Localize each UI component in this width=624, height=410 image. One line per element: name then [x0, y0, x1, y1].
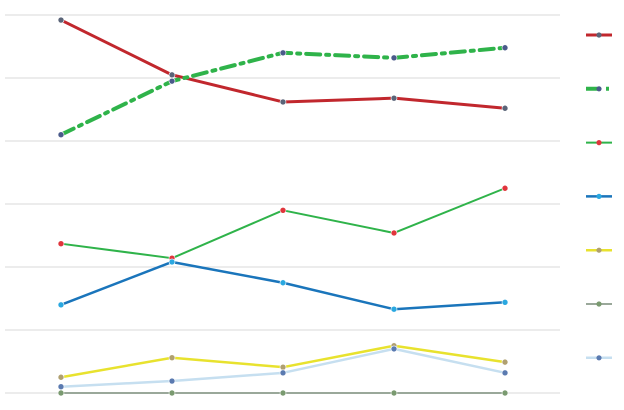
- series-line: [59, 45, 507, 137]
- data-point: [390, 389, 398, 397]
- data-point: [57, 240, 65, 247]
- data-point: [390, 345, 398, 353]
- data-point: [501, 389, 509, 397]
- data-point: [501, 369, 509, 377]
- data-point: [279, 279, 287, 287]
- data-point: [390, 54, 398, 62]
- data-point: [57, 389, 65, 397]
- legend-marker: [596, 86, 602, 92]
- legend-marker: [596, 32, 602, 38]
- series-line: [59, 18, 507, 110]
- data-point: [390, 229, 398, 237]
- data-point: [168, 258, 176, 266]
- data-point: [279, 363, 287, 371]
- data-point: [168, 354, 176, 362]
- legend-marker: [596, 247, 602, 253]
- legend-marker: [596, 355, 602, 361]
- data-point: [57, 301, 65, 309]
- data-point: [168, 77, 176, 85]
- data-point: [390, 94, 398, 102]
- data-point: [501, 184, 509, 192]
- legend-marker: [596, 140, 602, 146]
- data-point: [168, 377, 176, 385]
- legend-marker: [596, 301, 602, 307]
- legend-marker: [596, 193, 602, 199]
- data-point: [279, 49, 287, 57]
- data-point: [279, 369, 287, 377]
- data-point: [501, 358, 509, 366]
- data-point: [390, 305, 398, 313]
- data-point: [168, 71, 176, 79]
- data-point: [279, 389, 287, 397]
- data-point: [57, 16, 65, 24]
- data-point: [57, 373, 65, 381]
- data-point: [501, 298, 509, 306]
- data-point: [168, 389, 176, 397]
- data-point: [279, 98, 287, 106]
- series-line: [60, 187, 506, 260]
- data-point: [279, 207, 287, 214]
- data-point: [501, 104, 509, 112]
- data-point: [57, 131, 65, 138]
- data-point: [501, 44, 509, 52]
- data-point: [57, 383, 65, 391]
